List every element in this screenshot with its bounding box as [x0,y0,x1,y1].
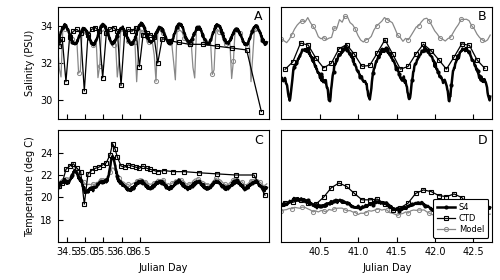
Text: D: D [478,134,488,146]
Y-axis label: Temperature (deg C): Temperature (deg C) [24,136,34,237]
Legend: S4, CTD, Model: S4, CTD, Model [433,199,488,238]
Text: A: A [254,10,262,23]
X-axis label: Julian Day: Julian Day [362,263,412,273]
Text: C: C [254,134,262,146]
Text: B: B [478,10,486,23]
Y-axis label: Salinity (PSU): Salinity (PSU) [24,30,34,96]
X-axis label: Julian Day: Julian Day [138,263,188,273]
